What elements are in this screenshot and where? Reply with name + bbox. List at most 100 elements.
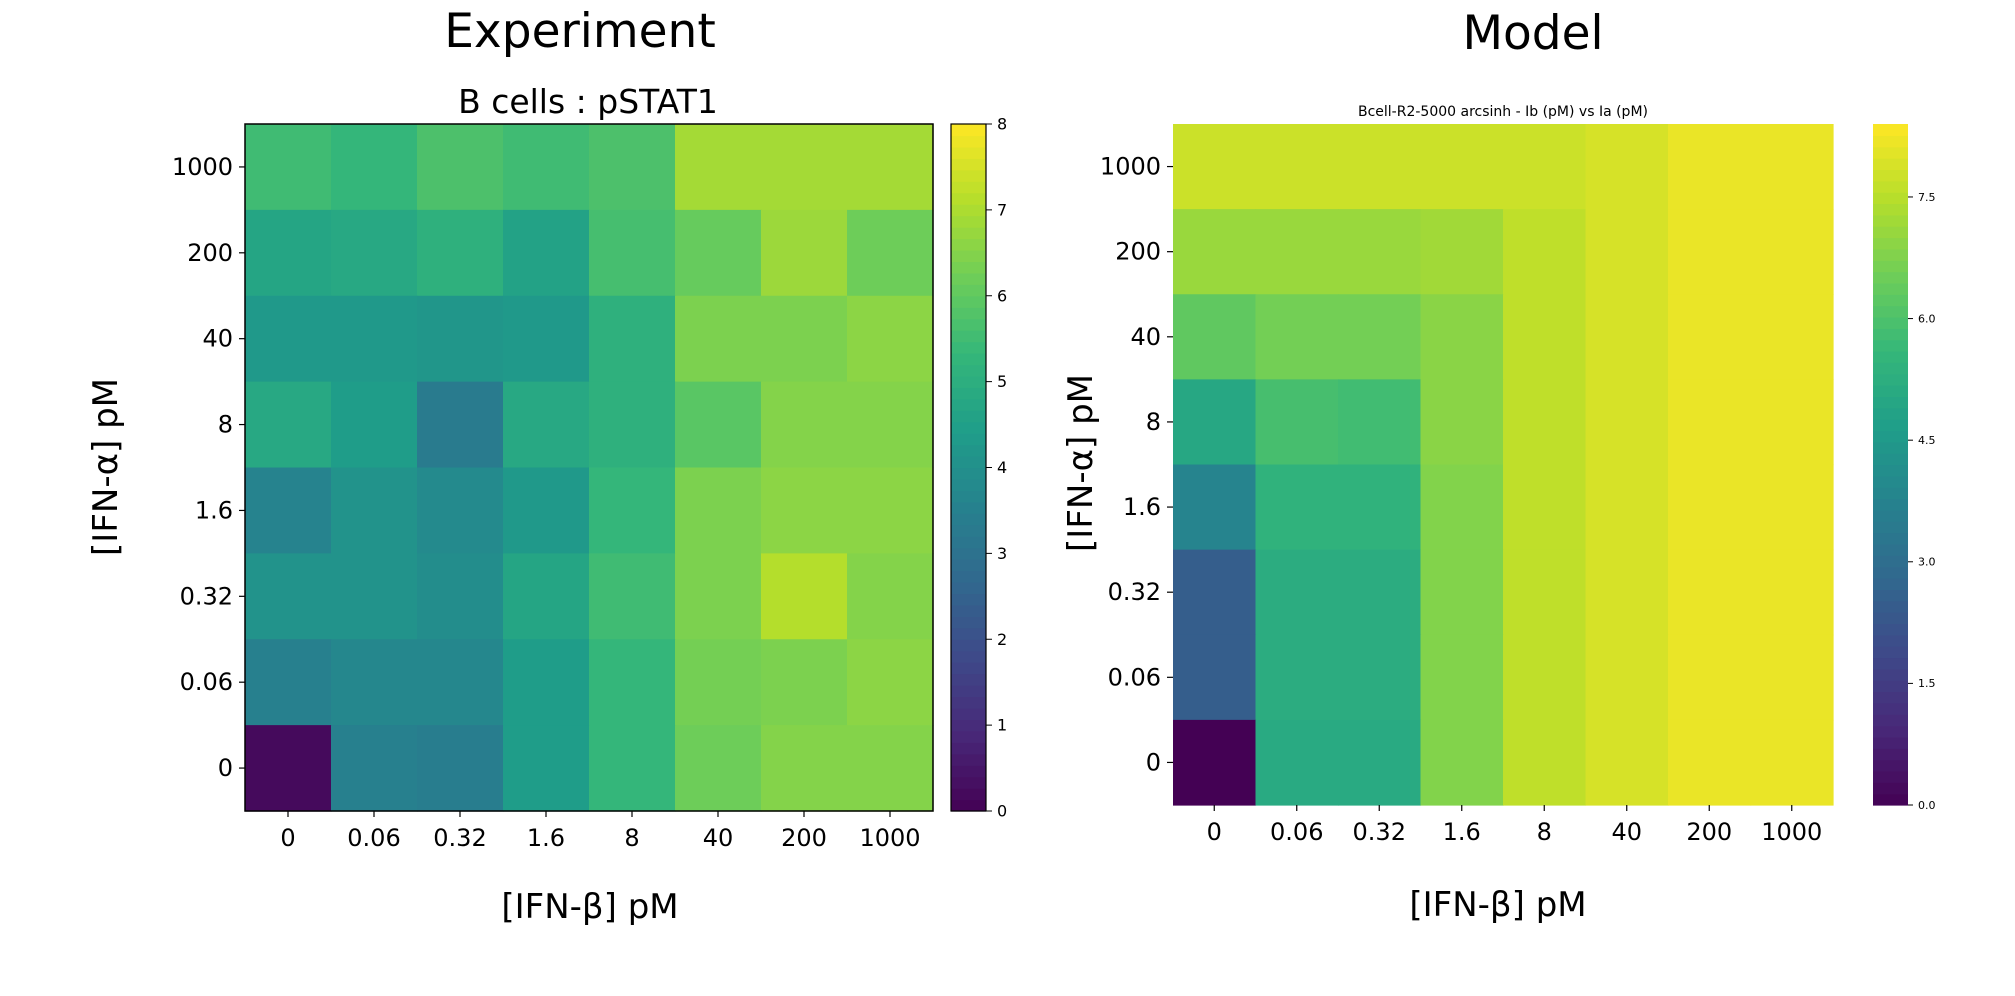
colorbar-segment: [1873, 578, 1908, 590]
colorbar-segment: [951, 249, 986, 262]
colorbar-segment: [951, 570, 986, 583]
heatmap-cell: [245, 639, 332, 726]
colorbar-segment: [951, 124, 986, 137]
colorbar-segment: [1873, 226, 1908, 239]
heatmap-cell: [1585, 294, 1669, 380]
heatmap-cell: [417, 639, 504, 726]
heatmap-cell: [589, 295, 676, 383]
x-tick-label: 8: [624, 824, 639, 852]
heatmap-cell: [589, 553, 676, 640]
colorbar-segment: [951, 169, 986, 182]
colorbar-segment: [1873, 124, 1908, 136]
heatmap-cell: [847, 639, 934, 726]
heatmap-cell: [245, 381, 332, 469]
x-tick-label: 200: [1686, 818, 1732, 846]
heatmap-cell: [1668, 549, 1752, 636]
colorbar-segment: [951, 490, 986, 503]
colorbar-segment: [951, 341, 986, 354]
colorbar-segment: [1873, 521, 1908, 534]
heatmap-cell: [417, 209, 504, 297]
heatmap-cell: [417, 381, 504, 469]
colorbar-segment: [1873, 351, 1908, 363]
colorbar-segment: [1873, 702, 1908, 715]
heatmap-cell: [245, 295, 332, 383]
y-tick-label: 200: [1115, 238, 1161, 266]
colorbar-segment: [951, 375, 986, 388]
colorbar-segment: [951, 776, 986, 789]
colorbar-segment: [951, 673, 986, 686]
colorbar-segment: [1873, 589, 1908, 602]
colorbar-segment: [951, 765, 986, 778]
heatmap-cell: [331, 639, 418, 726]
colorbar-segment: [1873, 714, 1908, 727]
y-tick-label: 0.06: [180, 668, 233, 696]
heatmap-cell: [847, 209, 934, 297]
x-tick-label: 0.06: [1270, 818, 1323, 846]
y-axis-label: [IFN-α] pM: [86, 378, 126, 556]
heatmap-cell: [1585, 209, 1669, 295]
heatmap-cell: [503, 639, 590, 726]
colorbar-segment: [1873, 668, 1908, 681]
heatmap-cell: [675, 553, 762, 640]
colorbar-tick-label: 4.5: [1918, 434, 1936, 447]
y-tick-label: 8: [1146, 408, 1161, 436]
colorbar-tick-label: 0: [997, 802, 1007, 821]
colorbar-segment: [1873, 180, 1908, 193]
chart-title: Bcell-R2-5000 arcsinh - Ib (pM) vs Ia (p…: [1358, 104, 1648, 120]
colorbar-segment: [1873, 475, 1908, 488]
colorbar-tick-label: 5: [997, 372, 1007, 391]
experiment-heatmap-panel: B cells : pSTAT1 0 0.06 0.32 1.6 8 40 200 1000 …: [86, 82, 1007, 927]
colorbar-segment: [951, 524, 986, 537]
heatmap-cell: [589, 381, 676, 469]
heatmap-cell: [589, 124, 676, 211]
heatmap-cell: [1338, 124, 1422, 210]
heatmap-cell: [1255, 549, 1339, 636]
heatmap-cell: [1503, 379, 1587, 466]
heatmap-cell: [1420, 124, 1504, 210]
colorbar-segment: [1873, 237, 1908, 250]
colorbar-tick-label: 6: [997, 286, 1007, 305]
y-tick-label: 8: [218, 411, 233, 439]
colorbar-segment: [951, 135, 986, 148]
colorbar-segment: [951, 719, 986, 732]
heatmap-cell: [1255, 379, 1339, 466]
heatmap-cell: [1173, 464, 1257, 551]
heatmap-cell: [847, 381, 934, 469]
colorbar-segment: [951, 227, 986, 240]
heatmap-cell: [503, 553, 590, 640]
colorbar-segment: [1873, 203, 1908, 216]
heatmap-cell: [1668, 379, 1752, 466]
colorbar-segment: [1873, 566, 1908, 579]
heatmap-cell: [1503, 719, 1587, 806]
colorbar-segment: [951, 616, 986, 629]
heatmap-cell: [503, 725, 590, 812]
y-tick-label: 200: [187, 239, 233, 267]
colorbar-segment: [1873, 260, 1908, 273]
colorbar-segment: [951, 582, 986, 595]
colorbar-tick-label: 7: [997, 200, 1007, 219]
heatmap-cell: [1173, 124, 1257, 210]
heatmap-cell: [1750, 549, 1834, 636]
colorbar-segment: [1873, 294, 1908, 307]
heatmap-cell: [1420, 719, 1504, 806]
heatmap-cell: [1750, 209, 1834, 295]
heatmap-cell: [1585, 634, 1669, 721]
x-tick-label: 0: [1207, 818, 1222, 846]
heatmap-cell: [331, 209, 418, 297]
heatmap-cell: [331, 381, 418, 469]
heatmap-cell: [1750, 379, 1834, 466]
colorbar-segment: [1873, 407, 1908, 420]
colorbar: 0 1 2 3 4 5 6 7 8: [950, 115, 1007, 821]
heatmap-cell: [1338, 719, 1422, 806]
colorbar-segment: [951, 547, 986, 560]
colorbar-segment: [1873, 146, 1908, 159]
colorbar-segment: [951, 478, 986, 491]
colorbar-segment: [951, 158, 986, 171]
colorbar-segment: [951, 662, 986, 675]
y-tick-labels: 1000 200 40 8 1.6 0.32 0.06 0: [1100, 153, 1173, 776]
y-tick-label: 40: [1130, 323, 1161, 351]
colorbar-segment: [951, 639, 986, 652]
heatmap-cell: [761, 124, 848, 211]
colorbar-segment: [1873, 555, 1908, 568]
heatmap-cell: [245, 124, 332, 211]
